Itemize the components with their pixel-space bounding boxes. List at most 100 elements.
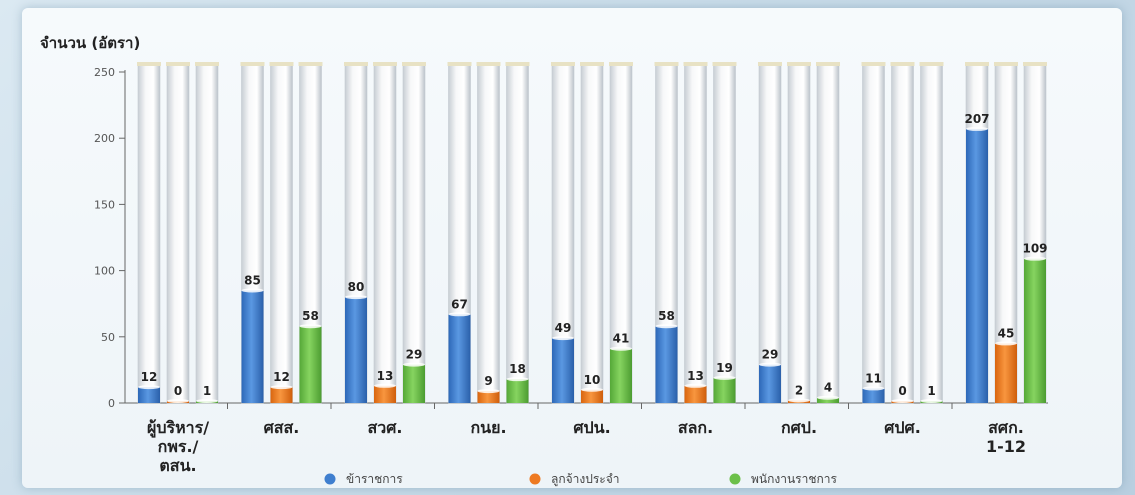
bar-top-highlight (270, 385, 293, 390)
bar-top-highlight (862, 386, 885, 391)
background-tube (195, 63, 219, 404)
tube-cap (505, 62, 530, 66)
data-label: 29 (406, 348, 423, 362)
category-label: ตสน. (159, 456, 196, 475)
background-tube (166, 63, 190, 404)
bar (374, 385, 396, 403)
category-label: ศสส. (264, 418, 300, 437)
data-label: 9 (484, 374, 492, 388)
category-label: ศปศ. (884, 418, 921, 437)
tube-cap (137, 62, 161, 66)
y-tick-label: 250 (94, 66, 115, 79)
background-tube (580, 63, 604, 404)
background-tube (713, 63, 736, 404)
category-label: กพร./ (158, 437, 199, 456)
data-label: 1 (203, 384, 211, 398)
bar-top-highlight (891, 399, 914, 403)
data-label: 58 (302, 309, 319, 323)
tube-cap (654, 62, 679, 66)
tube-cap (994, 62, 1018, 66)
tube-cap (240, 62, 265, 66)
bar (862, 388, 885, 403)
data-label: 0 (898, 384, 906, 398)
data-label: 58 (658, 309, 675, 323)
background-tubes (137, 62, 1047, 404)
tube-cap (712, 62, 737, 66)
tube-cap (298, 62, 323, 66)
bars (138, 126, 1046, 403)
category-label: ผู้บริหาร/ (147, 418, 209, 439)
y-tick-label: 100 (94, 265, 115, 278)
bar-top-highlight (713, 375, 736, 380)
background-tube (684, 63, 707, 404)
bar (995, 343, 1017, 403)
category-label: สวศ. (368, 418, 403, 437)
bar-top-highlight (299, 324, 322, 329)
legend-label: ลูกจ้างประจำ (551, 472, 620, 487)
bar-top-highlight (403, 362, 425, 367)
tube-cap (758, 62, 782, 66)
bar-top-highlight (196, 399, 218, 403)
tube-cap (683, 62, 708, 66)
background-tube (477, 63, 500, 404)
background-tube (862, 63, 885, 404)
bar (581, 389, 603, 403)
bar-top-highlight (552, 336, 574, 341)
background-tube (787, 63, 811, 404)
data-label: 109 (1022, 242, 1047, 256)
bar (299, 326, 322, 403)
legend: ข้าราชการ ลูกจ้างประจำ พนักงานราชการ (324, 472, 838, 487)
data-label: 207 (964, 112, 989, 126)
data-label: 49 (555, 321, 572, 335)
bar (448, 314, 471, 403)
category-label: ศปน. (573, 418, 610, 437)
legend-label: ข้าราชการ (346, 472, 403, 486)
bar (270, 387, 293, 403)
background-tube (506, 63, 529, 404)
bar-top-highlight (684, 383, 707, 388)
category-label: กนย. (470, 418, 506, 437)
bar-top-highlight (817, 395, 839, 400)
category-label: กศป. (781, 418, 817, 437)
y-tick-label: 50 (101, 331, 115, 344)
tube-cap (965, 62, 989, 66)
tube-cap (1023, 62, 1047, 66)
data-label: 29 (762, 348, 779, 362)
bar-top-highlight (759, 362, 781, 367)
data-label: 45 (998, 326, 1015, 340)
tube-cap (269, 62, 294, 66)
data-label: 2 (795, 383, 803, 397)
background-tube (373, 63, 397, 404)
bar-top-highlight (610, 346, 632, 351)
bar (138, 387, 160, 403)
tube-cap (580, 62, 604, 66)
bar (241, 290, 264, 403)
data-label: 67 (451, 297, 468, 311)
data-label: 12 (273, 370, 290, 384)
category-label: สศก. (988, 418, 1024, 437)
data-label: 19 (716, 361, 733, 375)
tube-cap (551, 62, 575, 66)
tube-cap (609, 62, 633, 66)
legend-label: พนักงานราชการ (751, 472, 838, 486)
data-label: 10 (584, 373, 601, 387)
background-tube (920, 63, 943, 404)
category-labels: ผู้บริหาร/กพร./ตสน. ศสส. สวศ. กนย. ศปน. สลก. ก… (147, 403, 1026, 475)
bar (655, 326, 678, 403)
bar (345, 297, 367, 403)
bar-top-highlight (581, 387, 603, 392)
bar (684, 385, 707, 403)
y-tick-label: 150 (94, 198, 115, 211)
tube-cap (195, 62, 219, 66)
bar-top-highlight (241, 288, 264, 293)
bar-top-highlight (920, 399, 943, 403)
bar-top-highlight (788, 398, 810, 403)
bar-top-highlight (138, 385, 160, 390)
background-tube (137, 63, 161, 404)
data-label: 11 (865, 371, 882, 385)
category-label: 1-12 (986, 437, 1026, 456)
bar-top-highlight (374, 383, 396, 388)
y-axis-label: จำนวน (อัตรา) (40, 34, 140, 52)
bar (759, 364, 781, 403)
